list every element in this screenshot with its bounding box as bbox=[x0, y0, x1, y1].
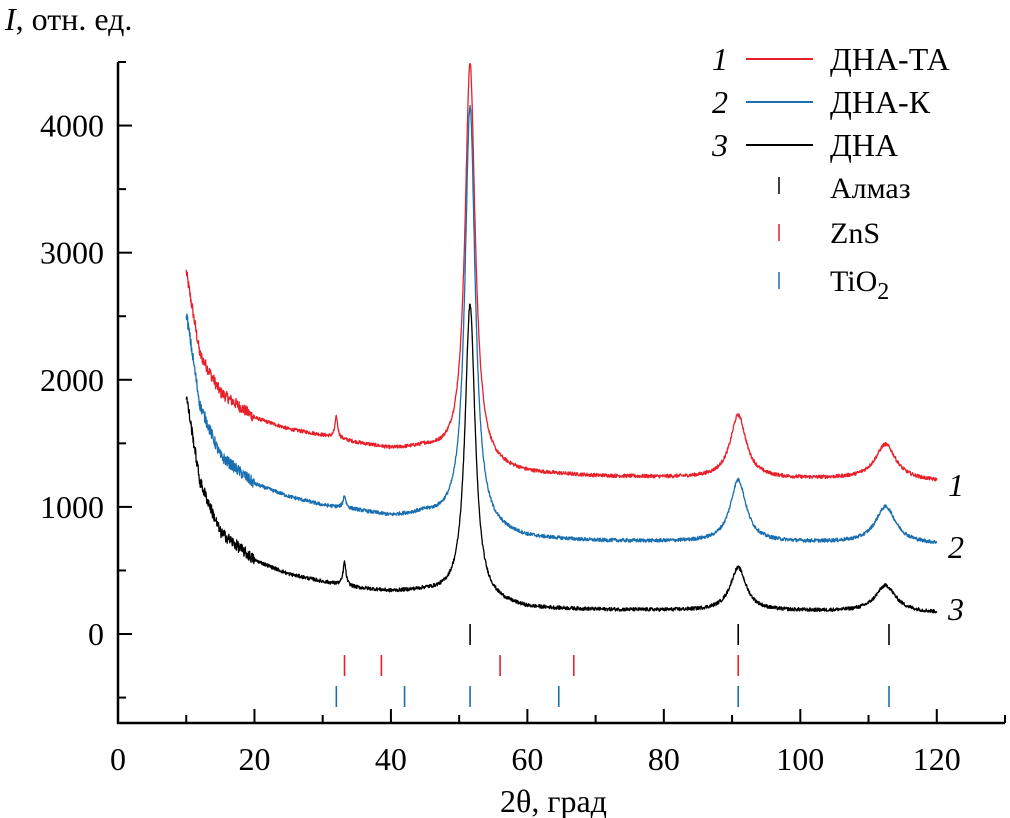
x-tick-label: 40 bbox=[375, 741, 407, 777]
x-tick-label: 80 bbox=[648, 741, 680, 777]
y-tick-label: 1000 bbox=[40, 489, 104, 525]
y-tick-label: 3000 bbox=[40, 235, 104, 271]
x-tick-label: 20 bbox=[238, 741, 270, 777]
series-end-label-2: 2 bbox=[948, 529, 964, 565]
x-tick-label: 0 bbox=[110, 741, 126, 777]
legend-number-1: 1 bbox=[712, 41, 728, 77]
legend-label-2: ДНА-К bbox=[830, 84, 931, 120]
axes: 0 20 40 60 80 100 120 0 1000 2000 3000 4000 bbox=[40, 61, 1006, 777]
legend-label-tio2-base: TiO bbox=[830, 265, 877, 298]
series-line-1 bbox=[185, 63, 938, 482]
y-axis-title: I, отн. ед. bbox=[4, 1, 132, 37]
series-end-label-1: 1 bbox=[948, 467, 964, 503]
legend-label-1: ДНА-ТА bbox=[830, 41, 950, 77]
y-tick-label: 2000 bbox=[40, 362, 104, 398]
x-axis-title: 2θ, град bbox=[500, 783, 607, 818]
legend-number-2: 2 bbox=[712, 84, 728, 120]
series-line-2 bbox=[185, 104, 938, 544]
legend-number-3: 3 bbox=[711, 127, 728, 163]
y-tick-label: 4000 bbox=[40, 108, 104, 144]
x-tick-label: 100 bbox=[776, 741, 824, 777]
reference-markers bbox=[335, 624, 890, 707]
legend-label-tio2: TiO2 bbox=[830, 265, 889, 305]
y-axis-title-units: , отн. ед. bbox=[16, 1, 133, 37]
series-line-3 bbox=[185, 303, 938, 614]
legend-label-tio2-subscript: 2 bbox=[877, 279, 889, 305]
series-end-label-3: 3 bbox=[947, 591, 964, 627]
y-tick-label: 0 bbox=[88, 616, 104, 652]
x-tick-label: 120 bbox=[913, 741, 961, 777]
series-group bbox=[185, 63, 938, 614]
legend-label-3: ДНА bbox=[830, 127, 898, 163]
series-end-labels: 1 2 3 bbox=[947, 467, 964, 627]
legend-label-zns: ZnS bbox=[830, 217, 880, 250]
x-tick-label: 60 bbox=[511, 741, 543, 777]
legend: 1 ДНА-ТА 2 ДНА-К 3 ДНА Алмаз ZnS TiO2 bbox=[711, 41, 950, 305]
y-axis-title-symbol: I bbox=[4, 1, 17, 37]
legend-label-diamond: Алмаз bbox=[830, 172, 911, 205]
